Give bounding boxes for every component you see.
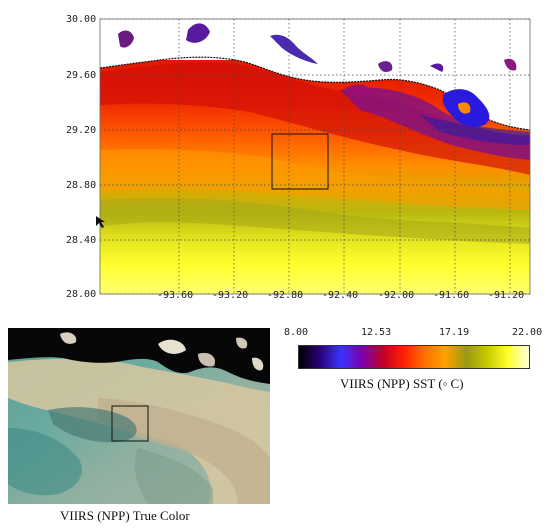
colorbar-caption: VIIRS (NPP) SST (◦ C) (340, 376, 464, 391)
x-tick-label: -91.60 (433, 290, 470, 301)
y-tick-label: 28.00 (66, 289, 97, 300)
colorbar-tick-label: 17.19 (439, 327, 470, 338)
y-tick-label: 28.80 (66, 180, 97, 191)
colorbar-gradient (298, 345, 530, 369)
sst-highlight-box (271, 133, 329, 190)
x-tick-label: -93.60 (157, 290, 194, 301)
map-frame (99, 18, 531, 295)
true-color-image (8, 328, 270, 504)
y-tick-label: 28.40 (66, 235, 97, 246)
sst-map (96, 18, 531, 295)
colorbar-panel: 8.00 12.53 17.19 22.00 VIIRS (NPP) SST (… (284, 326, 548, 406)
x-tick-label: -92.80 (267, 290, 304, 301)
true-color-highlight-box (111, 405, 149, 442)
cursor-arrow-icon (96, 216, 105, 228)
y-tick-label: 30.00 (66, 14, 97, 25)
y-tick-label: 29.60 (66, 70, 97, 81)
x-tick-label: -91.20 (488, 290, 525, 301)
x-tick-label: -92.40 (322, 290, 359, 301)
x-tick-label: -93.20 (212, 290, 249, 301)
y-tick-label: 29.20 (66, 125, 97, 136)
sst-map-panel: 30.00 29.60 29.20 28.80 28.40 28.00 -93.… (66, 14, 531, 301)
x-tick-label: -92.00 (378, 290, 415, 301)
true-color-panel (8, 328, 270, 504)
true-color-caption: VIIRS (NPP) True Color (60, 508, 190, 523)
colorbar-tick-label: 8.00 (284, 327, 309, 338)
map-grid (100, 18, 530, 295)
colorbar-tick-label: 22.00 (512, 327, 543, 338)
colorbar-tick-label: 12.53 (361, 327, 392, 338)
